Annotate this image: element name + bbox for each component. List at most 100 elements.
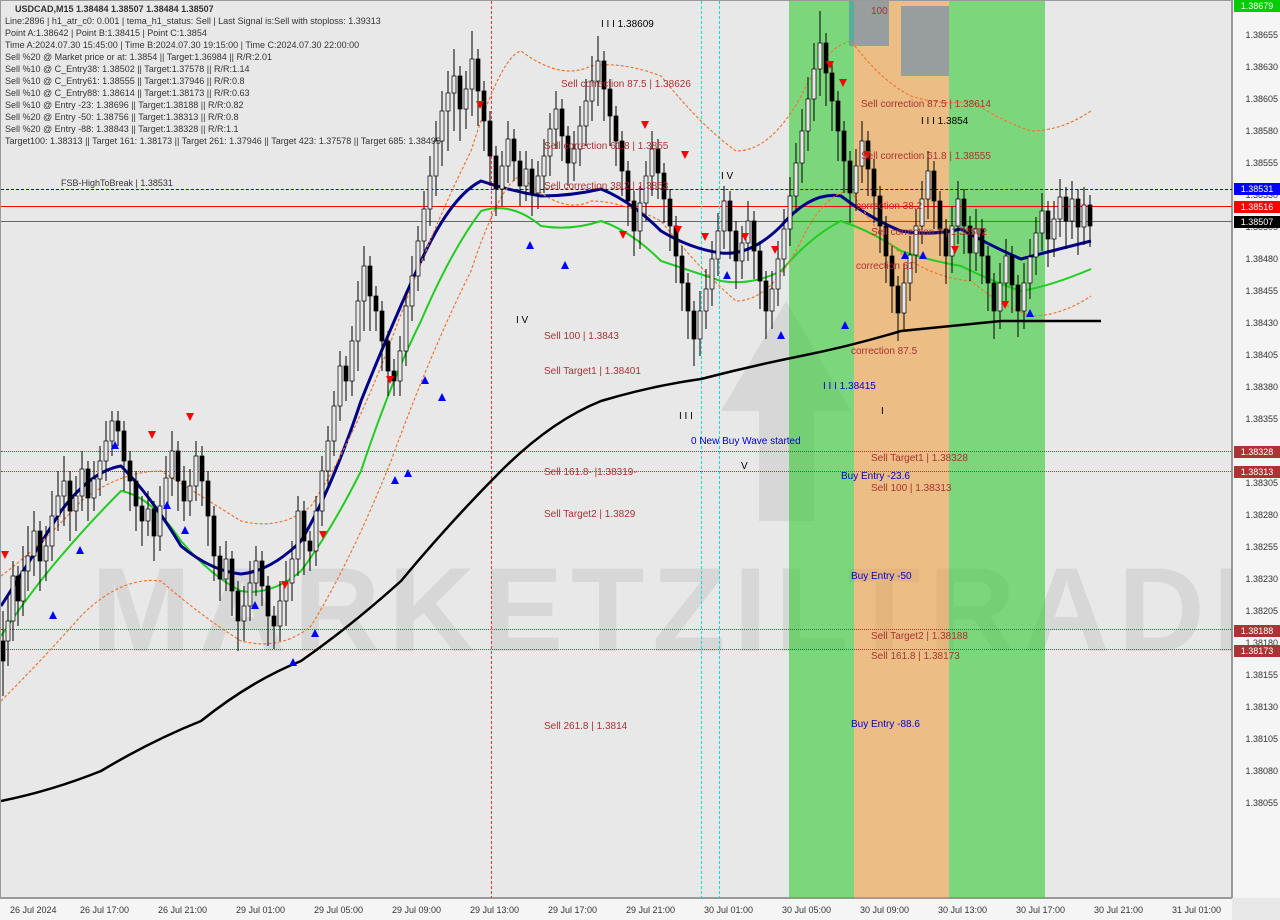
annotation-label: Sell 100 | 1.38313 <box>871 483 951 494</box>
annotation-label: Sell correction 38.2 | 1.3853 <box>544 181 668 192</box>
signal-arrow-down <box>1001 301 1009 309</box>
time-tick: 30 Jul 05:00 <box>782 905 831 915</box>
signal-arrow-up <box>777 331 785 339</box>
signal-arrow-up <box>901 251 909 259</box>
price-marker: 1.38516 <box>1234 201 1280 213</box>
time-tick: 29 Jul 21:00 <box>626 905 675 915</box>
signal-arrow-down <box>641 121 649 129</box>
price-marker: 1.38328 <box>1234 446 1280 458</box>
info-line: Line:2896 | h1_atr_c0: 0.001 | tema_h1_s… <box>5 16 381 26</box>
time-tick: 29 Jul 13:00 <box>470 905 519 915</box>
annotation-label: correction 38.2 <box>856 201 922 212</box>
signal-arrow-down <box>839 79 847 87</box>
annotation-label: Sell correction 87.5 | 1.38626 <box>561 79 691 90</box>
signal-arrow-down <box>1 551 9 559</box>
time-tick: 26 Jul 17:00 <box>80 905 129 915</box>
shaded-zone <box>904 1 949 899</box>
annotation-label: Sell correction 0 | 1.38502 <box>871 227 987 238</box>
signal-arrow-down <box>619 231 627 239</box>
info-line: Sell %20 @ Entry -88: 1.38843 || Target:… <box>5 124 238 134</box>
info-line: Target100: 1.38313 || Target 161: 1.3817… <box>5 136 441 146</box>
signal-arrow-down <box>826 61 834 69</box>
time-tick: 30 Jul 09:00 <box>860 905 909 915</box>
annotation-label: I I I 1.3854 <box>921 116 968 127</box>
annotation-label: I <box>881 406 884 417</box>
signal-arrow-down <box>681 151 689 159</box>
price-tick: 1.38205 <box>1245 606 1278 616</box>
info-line: Sell %10 @ C_Entry38: 1.38502 || Target:… <box>5 64 249 74</box>
annotation-label: Sell 100 | 1.3843 <box>544 331 619 342</box>
signal-arrow-up <box>723 271 731 279</box>
vertical-line <box>719 1 720 899</box>
annotation-label: Buy Entry -88.6 <box>851 719 920 730</box>
horizontal-line <box>1 221 1233 222</box>
time-tick: 26 Jul 21:00 <box>158 905 207 915</box>
price-tick: 1.38380 <box>1245 382 1278 392</box>
signal-arrow-up <box>111 441 119 449</box>
chart-title: USDCAD,M15 1.38484 1.38507 1.38484 1.385… <box>15 4 214 14</box>
annotation-label: Buy Entry -23.6 <box>841 471 910 482</box>
annotation-label: Sell 161.8- |1.38319- <box>544 467 637 478</box>
annotation-label: Sell 161.8 | 1.38173 <box>871 651 960 662</box>
info-line: Time A:2024.07.30 15:45:00 | Time B:2024… <box>5 40 359 50</box>
fsb-label: FSB-HighToBreak | 1.38531 <box>61 178 173 188</box>
vertical-line <box>491 1 492 899</box>
price-tick: 1.38555 <box>1245 158 1278 168</box>
signal-arrow-up <box>49 611 57 619</box>
annotation-label: correction 61 <box>856 261 914 272</box>
annotation-label: 0 New Buy Wave started <box>691 436 801 447</box>
annotation-label: Buy Entry -50 <box>851 571 912 582</box>
price-tick: 1.38430 <box>1245 318 1278 328</box>
shaded-zone <box>949 1 997 899</box>
time-tick: 29 Jul 05:00 <box>314 905 363 915</box>
annotation-label: correction 87.5 <box>851 346 917 357</box>
price-tick: 1.38080 <box>1245 766 1278 776</box>
signal-arrow-up <box>251 601 259 609</box>
horizontal-line <box>1 629 1233 630</box>
price-tick: 1.38405 <box>1245 350 1278 360</box>
annotation-label: Sell 261.8 | 1.3814 <box>544 721 627 732</box>
signal-arrow-up <box>421 376 429 384</box>
signal-arrow-down <box>701 233 709 241</box>
price-tick: 1.38580 <box>1245 126 1278 136</box>
info-line: Sell %10 @ C_Entry61: 1.38555 || Target:… <box>5 76 244 86</box>
signal-arrow-up <box>289 658 297 666</box>
time-tick: 29 Jul 01:00 <box>236 905 285 915</box>
signal-arrow-up <box>404 469 412 477</box>
annotation-label: Sell Target2 | 1.38188 <box>871 631 968 642</box>
signal-arrow-up <box>76 546 84 554</box>
time-tick: 31 Jul 01:00 <box>1172 905 1221 915</box>
annotation-label: I I I 1.38609 <box>601 19 654 30</box>
price-tick: 1.38105 <box>1245 734 1278 744</box>
annotation-label: I I I <box>679 411 693 422</box>
signal-arrow-up <box>163 501 171 509</box>
price-axis: 1.386551.386301.386051.385801.385551.385… <box>1232 0 1280 898</box>
signal-arrow-up <box>311 629 319 637</box>
signal-arrow-down <box>319 531 327 539</box>
price-tick: 1.38230 <box>1245 574 1278 584</box>
signal-arrow-up <box>1026 309 1034 317</box>
signal-arrow-down <box>771 246 779 254</box>
info-line: Point A:1.38642 | Point B:1.38415 | Poin… <box>5 28 207 38</box>
signal-arrow-up <box>438 393 446 401</box>
price-tick: 1.38480 <box>1245 254 1278 264</box>
time-tick: 30 Jul 13:00 <box>938 905 987 915</box>
signal-arrow-up <box>391 476 399 484</box>
price-tick: 1.38280 <box>1245 510 1278 520</box>
annotation-label: Sell correction 61.8 | 1.3855 <box>544 141 668 152</box>
price-tick: 1.38155 <box>1245 670 1278 680</box>
signal-arrow-down <box>951 246 959 254</box>
price-marker: 1.38679 <box>1234 0 1280 12</box>
price-tick: 1.38655 <box>1245 30 1278 40</box>
price-tick: 1.38630 <box>1245 62 1278 72</box>
vertical-line <box>701 1 702 899</box>
time-tick: 30 Jul 17:00 <box>1016 905 1065 915</box>
signal-arrow-down <box>476 101 484 109</box>
signal-arrow-down <box>148 431 156 439</box>
info-line: Sell %10 @ Entry -23: 1.38696 || Target:… <box>5 100 243 110</box>
horizontal-line <box>1 451 1233 452</box>
signal-arrow-up <box>181 526 189 534</box>
price-tick: 1.38305 <box>1245 478 1278 488</box>
shaded-zone <box>901 6 949 76</box>
annotation-label: I V <box>721 171 733 182</box>
